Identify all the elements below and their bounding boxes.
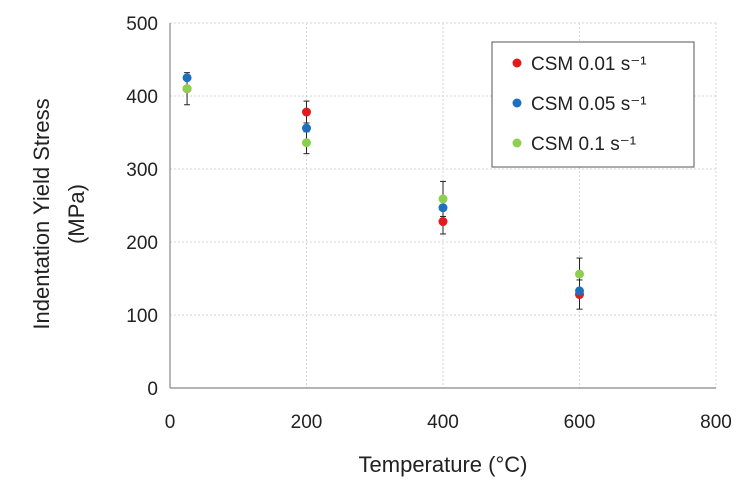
data-point-series-2 bbox=[182, 73, 192, 83]
legend-box bbox=[491, 41, 695, 168]
x-tick-label: 600 bbox=[564, 412, 596, 433]
legend: CSM 0.01 s⁻¹ CSM 0.05 s⁻¹ CSM 0.1 s⁻¹ bbox=[491, 41, 695, 168]
tick-labels: 0 100 200 300 400 500 0 200 400 600 800 bbox=[126, 14, 732, 433]
x-tick-label: 200 bbox=[291, 412, 323, 433]
y-tick-label: 0 bbox=[147, 379, 158, 400]
y-tick-label: 200 bbox=[126, 233, 158, 254]
axes bbox=[169, 23, 716, 389]
y-tick-label: 500 bbox=[126, 14, 158, 35]
data-point-series-2 bbox=[575, 286, 584, 296]
legend-marker bbox=[512, 138, 522, 148]
data-point-series-2 bbox=[302, 123, 311, 133]
x-tick-label: 400 bbox=[427, 412, 459, 433]
legend-label: CSM 0.05 s⁻¹ bbox=[531, 94, 647, 115]
x-axis-title: Temperature (°C) bbox=[359, 452, 528, 477]
x-tick-label: 0 bbox=[165, 412, 176, 433]
legend-marker bbox=[512, 98, 522, 108]
legend-label: CSM 0.01 s⁻¹ bbox=[531, 54, 647, 75]
data-point-series-3 bbox=[438, 194, 448, 204]
data-point-series-1 bbox=[438, 217, 448, 227]
data-point-series-3 bbox=[302, 138, 311, 148]
data-point-series-1 bbox=[302, 107, 311, 117]
y-axis-title-line-1: Indentation Yield Stress bbox=[29, 98, 54, 329]
data-point-series-3 bbox=[182, 84, 192, 94]
data-points bbox=[182, 73, 584, 300]
y-tick-label: 400 bbox=[126, 87, 158, 108]
legend-label: CSM 0.1 s⁻¹ bbox=[531, 134, 636, 155]
data-point-series-2 bbox=[438, 203, 448, 213]
x-tick-label: 800 bbox=[700, 412, 732, 433]
data-point-series-3 bbox=[575, 269, 584, 279]
legend-marker bbox=[512, 58, 522, 68]
y-tick-label: 300 bbox=[126, 160, 158, 181]
y-tick-label: 100 bbox=[126, 306, 158, 327]
y-axis-title-line-2: (MPa) bbox=[64, 184, 89, 244]
y-axis-title: Indentation Yield Stress (MPa) bbox=[29, 98, 89, 329]
